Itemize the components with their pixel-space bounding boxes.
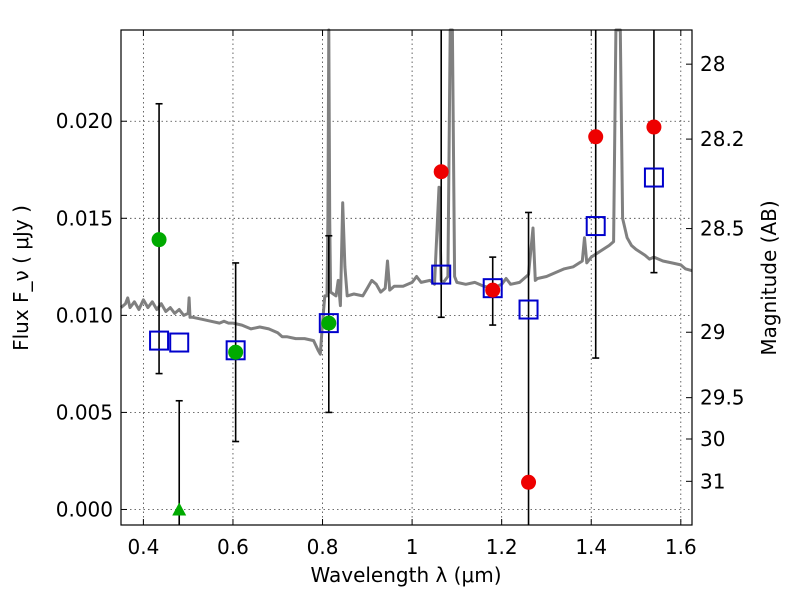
- y-tick-label: 0.000: [56, 497, 113, 521]
- x-tick-label: 0.8: [307, 535, 339, 559]
- y-tick-label: 0.010: [56, 303, 113, 327]
- x-tick-label: 0.4: [127, 535, 159, 559]
- model-photometry-square: [318, 313, 339, 334]
- plot-frame: [120, 29, 693, 526]
- grid: [121, 30, 692, 525]
- y-tick-label: 0.020: [56, 109, 113, 133]
- y-tick-label: 0.015: [56, 206, 113, 230]
- observed-flux-point: [521, 474, 537, 490]
- model-photometry-square: [169, 332, 190, 353]
- right-tick-label: 28: [700, 52, 725, 76]
- y-axis-right-label: Magnitude (AB): [757, 200, 781, 355]
- data-markers: [149, 119, 664, 516]
- error-bars: [155, 30, 658, 525]
- observed-flux-point: [588, 129, 604, 145]
- observed-flux-point: [433, 164, 449, 180]
- y-tick-label: 0.005: [56, 400, 113, 424]
- right-tick-label: 31: [700, 469, 725, 493]
- right-tick-label: 29: [700, 320, 725, 344]
- right-tick-label: 29.5: [700, 386, 745, 410]
- right-tick-label: 28.2: [700, 127, 745, 151]
- model-photometry-square: [431, 264, 452, 285]
- x-tick-label: 1.4: [575, 535, 607, 559]
- observed-flux-point: [228, 344, 244, 360]
- x-axis-label: Wavelength λ (μm): [310, 563, 501, 587]
- x-tick-label: 0.6: [217, 535, 249, 559]
- x-tick-label: 1.6: [665, 535, 697, 559]
- observed-flux-point: [321, 315, 337, 331]
- model-photometry-square: [643, 167, 664, 188]
- observed-flux-point: [646, 119, 662, 135]
- model-photometry-square: [585, 216, 606, 237]
- observed-flux-point: [151, 232, 167, 248]
- axis-ticks: 0.4 0.6 0.8 1 1.2 1.4 1.6 0.000 0.005 0.010 0.015 0…: [56, 30, 745, 559]
- observed-flux-point: [485, 282, 501, 298]
- upper-limit-triangle: [172, 502, 187, 516]
- x-tick-label: 1.2: [486, 535, 518, 559]
- y-axis-label: Flux F_ν ( μJy ): [9, 205, 33, 351]
- sed-model-line: [120, 28, 693, 356]
- x-tick-label: 1: [406, 535, 419, 559]
- sed-line-layer: [120, 28, 693, 356]
- right-tick-label: 28.5: [700, 217, 745, 241]
- right-tick-label: 30: [700, 427, 725, 451]
- model-photometry-square: [518, 299, 539, 320]
- model-photometry-square: [149, 330, 170, 351]
